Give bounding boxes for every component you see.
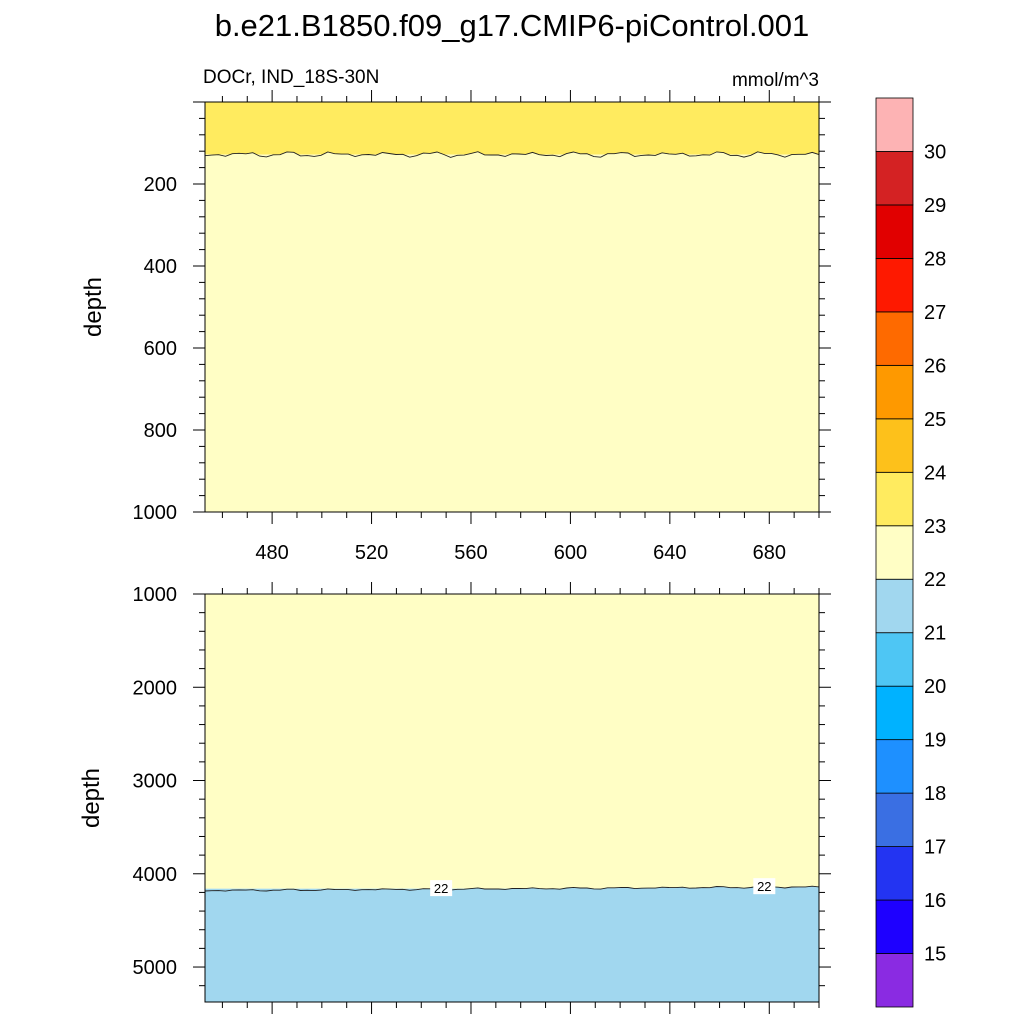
- colorbar-box: [875, 471, 914, 527]
- lower-contour-line-22: [204, 885, 820, 892]
- colorbar-box: [875, 899, 914, 954]
- colorbar-label: 21: [924, 623, 946, 645]
- colorbar-label: 27: [924, 302, 946, 324]
- upper-plot-frame: [204, 101, 820, 513]
- lower-region-lower-edge: [205, 886, 819, 899]
- colorbar-label: 20: [924, 676, 946, 698]
- colorbar-box: [875, 632, 914, 687]
- colorbar-label: 28: [924, 248, 946, 270]
- upper-region-22-23: [205, 154, 819, 513]
- colorbar-box: [875, 364, 914, 420]
- upper-x-tick-label: 680: [753, 542, 786, 564]
- colorbar-box: [875, 525, 914, 580]
- upper-x-tick-label: 640: [653, 542, 686, 564]
- upper-y-tick-label: 200: [144, 174, 177, 196]
- upper-y-tick-label: 600: [144, 338, 177, 360]
- colorbar-box: [875, 311, 914, 366]
- lower-contour-label: 22: [434, 881, 448, 896]
- colorbar-label: 24: [924, 462, 946, 484]
- lower-y-tick-label: 3000: [133, 771, 178, 793]
- upper-y-tick-label: 400: [144, 256, 177, 278]
- colorbar-label: 19: [924, 730, 946, 752]
- colorbar-label: 15: [924, 944, 946, 966]
- lower-y-tick-label: 5000: [133, 957, 178, 979]
- colorbar-box: [875, 204, 914, 259]
- colorbar-box: [875, 578, 914, 634]
- colorbar: 15 16 17 18 19 20 21 22 23 24 25 26 27 28 29 30: [875, 97, 946, 1008]
- lower-plot-frame: [204, 593, 820, 1003]
- colorbar-box: [875, 846, 914, 901]
- colorbar-label: 17: [924, 837, 946, 859]
- upper-x-tick-label: 520: [355, 542, 388, 564]
- colorbar-label: 18: [924, 783, 946, 805]
- colorbar-label: 23: [924, 516, 946, 538]
- lower-contour-label-box: [753, 878, 776, 895]
- lower-region-21-22: [205, 888, 819, 1002]
- colorbar-box: [875, 739, 914, 794]
- upper-x-tick-label: 600: [554, 542, 587, 564]
- colorbar-label: 26: [924, 355, 946, 377]
- chart-title: b.e21.B1850.f09_g17.CMIP6-piControl.001: [215, 8, 810, 43]
- colorbar-box: [875, 418, 914, 473]
- upper-region-lower-edge: [205, 151, 819, 163]
- upper-x-tick-label: 560: [454, 542, 487, 564]
- lower-contour-label-box: [430, 880, 453, 897]
- upper-x-tick-label: 480: [255, 542, 288, 564]
- variable-region-subtitle: DOCr, IND_18S-30N: [203, 67, 379, 88]
- upper-y-axis-label: depth: [80, 277, 107, 337]
- colorbar-label: 25: [924, 409, 946, 431]
- lower-depth-panel: 22 22 1000 2000 3000 4000 5000: [133, 582, 831, 1014]
- lower-y-axis-label: depth: [78, 768, 105, 828]
- colorbar-box: [875, 258, 914, 313]
- upper-contour-line-23: [204, 151, 820, 158]
- lower-region-22-23: [205, 594, 819, 889]
- upper-depth-panel: 200 400 600 800 1000 480 520 560 600 640 680: [133, 90, 831, 564]
- colorbar-box: [875, 792, 914, 847]
- colorbar-label: 16: [924, 890, 946, 912]
- colorbar-box: [875, 97, 914, 152]
- lower-y-tick-label: 4000: [133, 864, 178, 886]
- colorbar-label: 30: [924, 141, 946, 163]
- upper-y-tick-label: 800: [144, 420, 177, 442]
- lower-y-tick-label: 2000: [133, 677, 178, 699]
- colorbar-box: [875, 151, 914, 206]
- lower-y-tick-label: 1000: [133, 584, 178, 606]
- colorbar-box: [875, 685, 914, 741]
- colorbar-label: 29: [924, 195, 946, 217]
- upper-y-tick-label: 1000: [133, 502, 178, 524]
- upper-region-23-24: [205, 102, 819, 155]
- lower-contour-label: 22: [757, 879, 771, 894]
- colorbar-box: [875, 953, 914, 1008]
- units-subtitle: mmol/m^3: [732, 70, 819, 91]
- colorbar-label: 22: [924, 569, 946, 591]
